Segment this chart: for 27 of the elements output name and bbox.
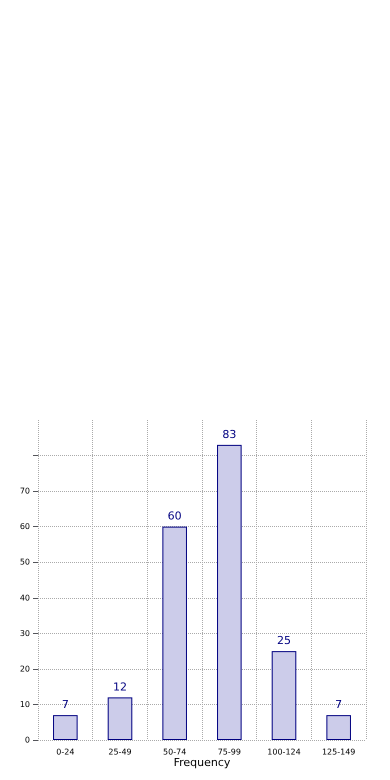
data-label: 12 bbox=[113, 680, 127, 694]
x-tick-label: 50-74 bbox=[163, 748, 186, 756]
data-label: 7 bbox=[335, 698, 342, 712]
data-label: 25 bbox=[277, 634, 291, 648]
x-tick-label: 0-24 bbox=[56, 748, 74, 756]
y-tick-label: 0 bbox=[24, 736, 30, 744]
bar bbox=[108, 697, 132, 740]
x-axis-title: Frequency bbox=[174, 756, 231, 769]
x-tick-label: 100-124 bbox=[267, 748, 301, 756]
y-tick-label: 20 bbox=[20, 664, 30, 674]
y-tick-label: 50 bbox=[20, 558, 30, 567]
y-tick-label: 10 bbox=[20, 700, 30, 709]
y-tick-label: 40 bbox=[20, 593, 30, 602]
x-tick-label: 75-99 bbox=[218, 748, 241, 756]
bar bbox=[326, 715, 351, 740]
y-tick-label: 60 bbox=[20, 522, 30, 532]
bar bbox=[53, 715, 78, 740]
data-label: 7 bbox=[62, 698, 69, 712]
y-tick-label: 70 bbox=[20, 486, 30, 496]
x-tick-label: 25-49 bbox=[108, 748, 132, 756]
x-tick-label: 125-149 bbox=[322, 748, 356, 756]
bar bbox=[162, 526, 187, 740]
bar bbox=[272, 651, 296, 740]
data-label: 83 bbox=[222, 428, 236, 441]
bar bbox=[217, 444, 242, 740]
data-label: 60 bbox=[168, 510, 182, 523]
y-tick-label: 30 bbox=[20, 628, 30, 638]
